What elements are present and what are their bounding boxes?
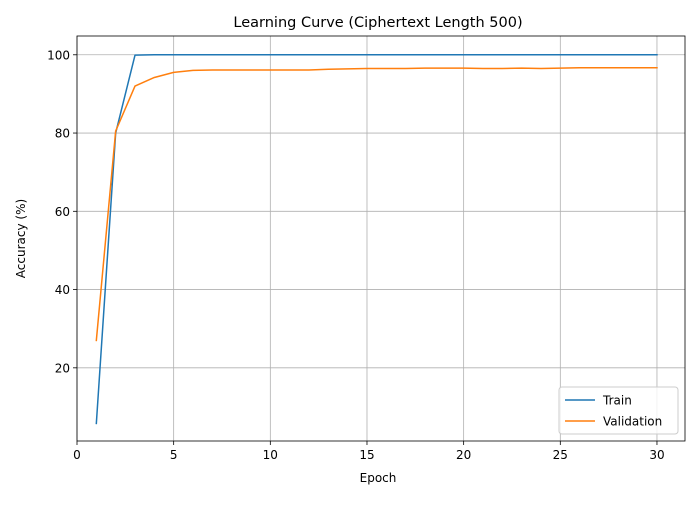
legend-box (558, 386, 679, 435)
x-tick-label: 15 (359, 448, 374, 462)
x-tick-label: 0 (73, 448, 81, 462)
y-tick-label: 80 (55, 127, 70, 141)
legend-label-validation: Validation (603, 415, 662, 429)
legend-label-train: Train (602, 394, 632, 408)
series-lines (95, 54, 658, 425)
x-tick-label: 10 (263, 448, 278, 462)
x-tick-label: 5 (170, 448, 178, 462)
x-axis-label: Epoch (360, 471, 397, 485)
y-tick-label: 100 (47, 48, 70, 62)
legend: Train Validation (558, 386, 679, 435)
axis-ticks: 0 5 10 15 20 25 30 20 40 60 80 100 (47, 48, 665, 462)
series-line-train (95, 54, 658, 425)
x-tick-label: 25 (553, 448, 568, 462)
y-tick-label: 60 (55, 205, 70, 219)
y-tick-label: 40 (55, 283, 70, 297)
chart-title: Learning Curve (Ciphertext Length 500) (233, 15, 522, 31)
x-tick-label: 30 (649, 448, 664, 462)
y-axis-label: Accuracy (%) (14, 199, 28, 278)
plot-area-frame (76, 35, 686, 442)
y-tick-label: 20 (55, 361, 70, 375)
x-tick-label: 20 (456, 448, 471, 462)
series-line-validation (95, 66, 658, 342)
grid (76, 36, 685, 441)
